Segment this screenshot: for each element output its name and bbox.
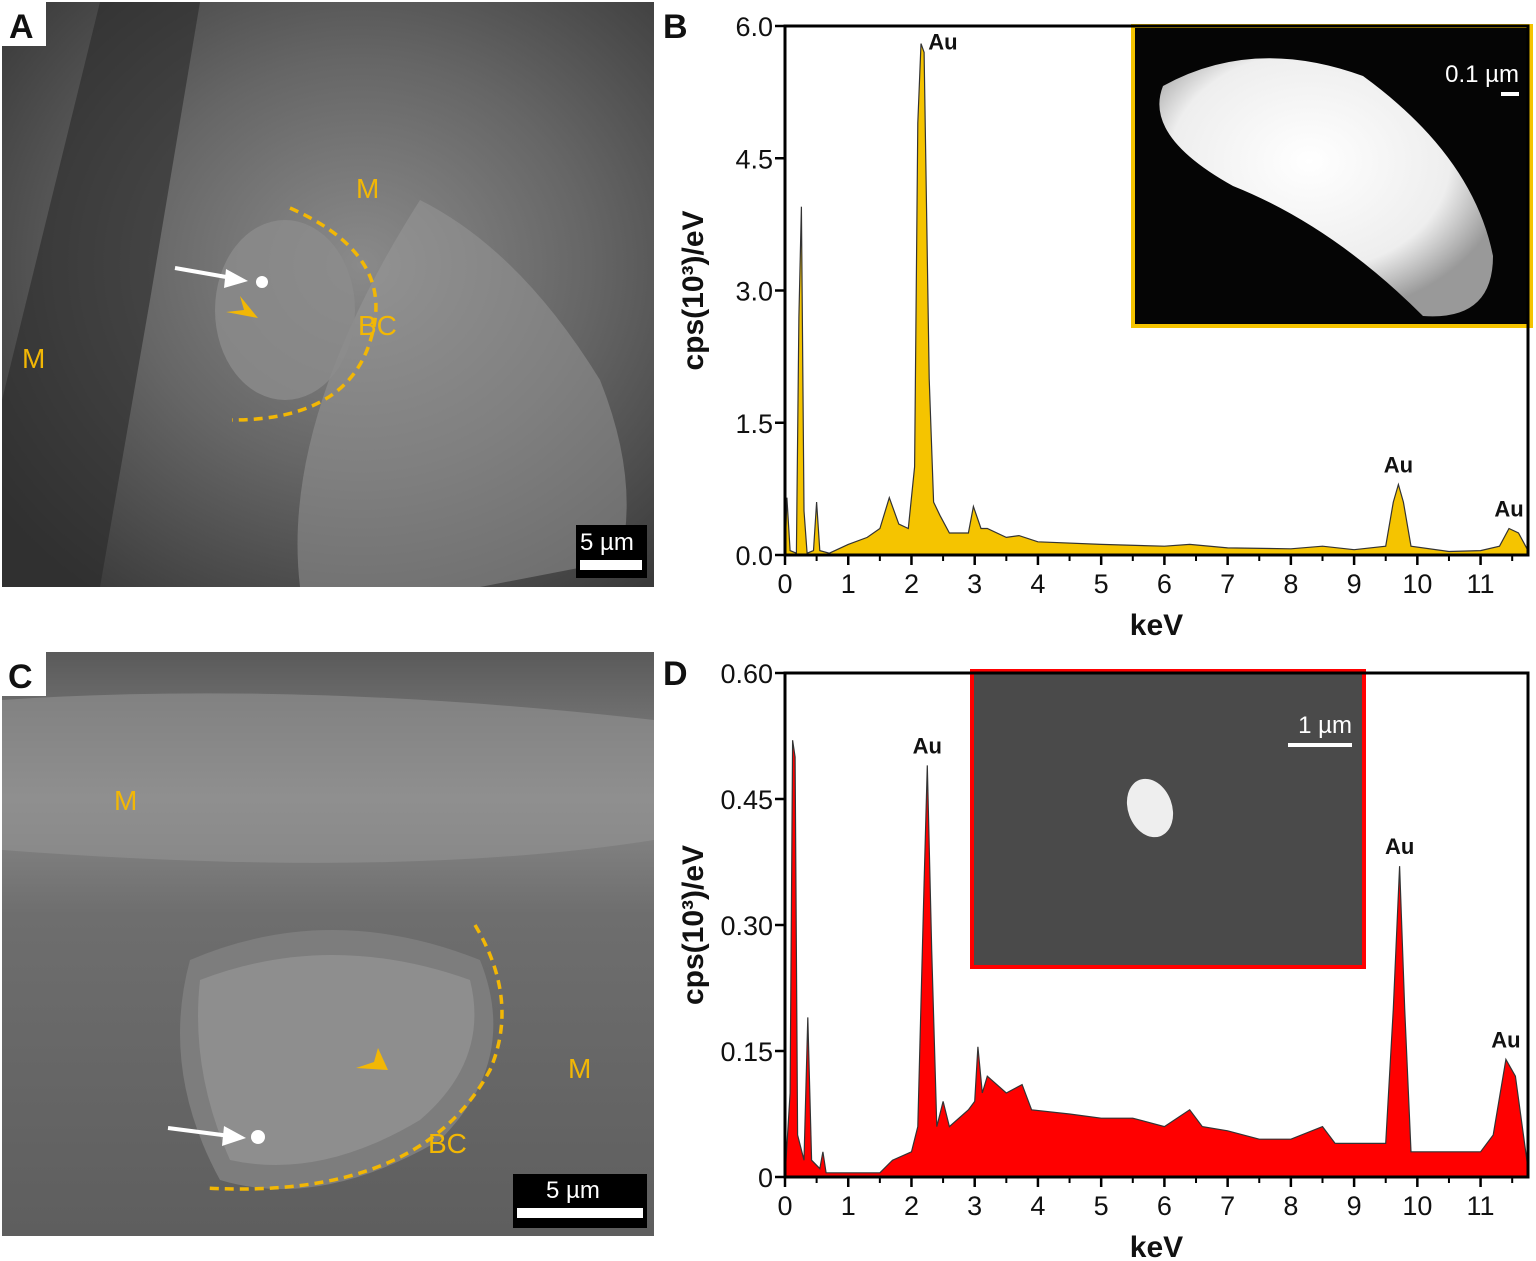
- x-tick-label: 5: [1094, 569, 1109, 599]
- svg-text:5 µm: 5 µm: [546, 1177, 600, 1204]
- y-tick-label: 0.45: [720, 785, 773, 815]
- svg-text:5 µm: 5 µm: [580, 529, 634, 556]
- annotation-m: M: [356, 173, 379, 204]
- peak-label: Au: [913, 733, 942, 758]
- annotation-m: M: [22, 343, 45, 374]
- x-tick-label: 7: [1220, 1191, 1235, 1221]
- y-tick-label: 0.0: [735, 541, 773, 571]
- x-tick-label: 0: [777, 569, 792, 599]
- dashed-arc-icon: [204, 924, 504, 1191]
- inset-scale-bar: [1288, 743, 1352, 747]
- x-tick-label: 8: [1283, 1191, 1298, 1221]
- y-tick-label: 3.0: [735, 277, 773, 307]
- x-tick-label: 0: [777, 1191, 792, 1221]
- x-tick-label: 11: [1467, 1191, 1495, 1221]
- white-arrow-icon: [174, 266, 248, 288]
- gold-particle: [1159, 58, 1493, 317]
- white-arrow-icon: [167, 1126, 246, 1146]
- panel-label: D: [663, 655, 688, 693]
- annotation-bc: BC: [358, 310, 397, 341]
- panel-a-sem-image: A M M BC 5 µm: [2, 2, 654, 587]
- annotation-bc: BC: [428, 1128, 467, 1159]
- x-tick-label: 11: [1467, 569, 1495, 599]
- spectrum-area: [784, 740, 1529, 1178]
- gold-particle: [1126, 778, 1174, 838]
- annotation-m: M: [568, 1053, 591, 1084]
- x-tick-label: 3: [967, 569, 982, 599]
- peak-label: Au: [1491, 1027, 1520, 1052]
- yellow-arrowhead-icon: [226, 296, 258, 318]
- chart-d-eds-spectrum: 1 µm 0 1 2 3 4 5 6 7 8 9 10 11 0 0.15 0.30 0.45 0.60 Au Au A…: [663, 655, 1530, 1261]
- y-axis-label: cps(10³)/eV: [677, 845, 710, 1005]
- y-tick-label: 1.5: [735, 409, 773, 439]
- chart-b-eds-spectrum: 0.1 µm 0 1 2 3 4 5 6 7 8 9 10 11 0.0 1.5 3.0 4.5 6.0 Au Au A…: [663, 8, 1533, 642]
- dashed-arc-icon: [231, 206, 378, 422]
- x-tick-label: 8: [1283, 569, 1298, 599]
- x-tick-label: 5: [1094, 1191, 1109, 1221]
- x-tick-label: 4: [1030, 1191, 1045, 1221]
- x-tick-label: 9: [1347, 569, 1362, 599]
- inset-scale-label: 1 µm: [1298, 712, 1352, 739]
- spectrum-area: [784, 43, 1529, 556]
- panel-c-sem-image: C M M BC 5 µm: [2, 652, 654, 1236]
- y-tick-label: 6.0: [735, 12, 773, 42]
- scale-bar: 5 µm: [513, 1174, 647, 1228]
- panel-label-a: A: [9, 8, 34, 46]
- peak-label: Au: [928, 30, 957, 55]
- x-tick-label: 7: [1220, 569, 1235, 599]
- panel-label-c: C: [8, 658, 33, 696]
- annotation-m: M: [114, 785, 137, 816]
- peak-label: Au: [1384, 452, 1413, 477]
- x-axis-label: keV: [1130, 609, 1183, 642]
- yellow-arrowhead-icon: [356, 1048, 388, 1070]
- y-tick-label: 0.30: [720, 911, 773, 941]
- peak-label: Au: [1494, 497, 1523, 522]
- x-axis-label: keV: [1130, 1231, 1183, 1261]
- x-tick-label: 1: [841, 1191, 856, 1221]
- x-tick-label: 6: [1157, 1191, 1172, 1221]
- inset-scale-bar: [1501, 92, 1519, 96]
- y-tick-label: 0.60: [720, 659, 773, 689]
- x-tick-label: 10: [1402, 569, 1432, 599]
- inset-scale-label: 0.1 µm: [1445, 61, 1519, 88]
- x-tick-label: 10: [1402, 1191, 1432, 1221]
- inset-image: 1 µm: [970, 669, 1366, 969]
- y-axis-label: cps(10³)/eV: [677, 210, 710, 370]
- x-tick-label: 6: [1157, 569, 1172, 599]
- inset-image: 0.1 µm: [1131, 24, 1533, 328]
- y-tick-label: 0.15: [720, 1037, 773, 1067]
- panel-label: B: [663, 8, 688, 46]
- x-tick-label: 1: [841, 569, 856, 599]
- x-tick-label: 2: [904, 1191, 919, 1221]
- peak-label: Au: [1385, 834, 1414, 859]
- x-tick-label: 3: [967, 1191, 982, 1221]
- scale-bar: 5 µm: [576, 525, 647, 578]
- y-tick-label: 4.5: [735, 144, 773, 174]
- y-tick-label: 0: [758, 1163, 773, 1193]
- x-tick-label: 9: [1347, 1191, 1362, 1221]
- x-tick-label: 4: [1030, 569, 1045, 599]
- x-tick-label: 2: [904, 569, 919, 599]
